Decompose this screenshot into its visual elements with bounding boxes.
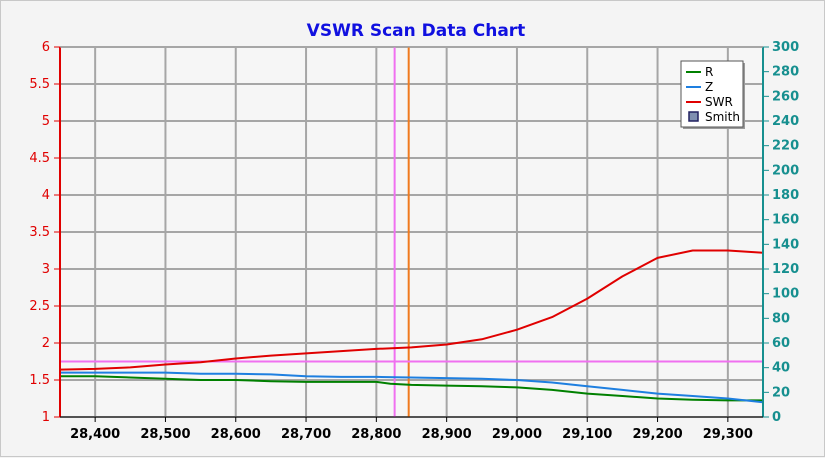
legend-label-z: Z bbox=[705, 80, 713, 94]
legend-label-smith: Smith bbox=[705, 110, 740, 124]
y-left-tick-label: 4.5 bbox=[29, 151, 50, 166]
series-line-swr bbox=[59, 249, 764, 371]
y-right-tick-label: 140 bbox=[772, 237, 799, 252]
x-tick-label: 28,500 bbox=[140, 427, 190, 442]
x-tick-label: 29,000 bbox=[492, 427, 542, 442]
y-right-tick-label: 20 bbox=[772, 385, 790, 400]
x-tick-label: 28,900 bbox=[422, 427, 472, 442]
y-right-tick-label: 40 bbox=[772, 361, 790, 376]
y-right-tick-label: 260 bbox=[772, 89, 799, 104]
series-line-r bbox=[60, 375, 763, 402]
y-left-tick-label: 3.5 bbox=[29, 225, 50, 240]
series-line-z bbox=[60, 371, 764, 404]
y-left-tick-label: 5 bbox=[42, 114, 50, 129]
y-right-tick-label: 0 bbox=[772, 410, 781, 425]
y-right-tick-label: 100 bbox=[772, 287, 799, 302]
y-right-tick-label: 120 bbox=[772, 262, 799, 277]
y-right-tick-label: 240 bbox=[772, 114, 799, 129]
y-right-tick-label: 220 bbox=[772, 139, 799, 154]
x-tick-label: 28,400 bbox=[70, 427, 120, 442]
x-tick-label: 29,100 bbox=[562, 427, 612, 442]
x-tick-label: 28,600 bbox=[211, 427, 261, 442]
legend-label-swr: SWR bbox=[705, 95, 733, 109]
x-tick-label: 28,700 bbox=[281, 427, 331, 442]
legend-marker-smith bbox=[688, 111, 699, 122]
y-right-tick-label: 180 bbox=[772, 188, 799, 203]
y-right-tick-label: 200 bbox=[772, 163, 799, 178]
y-left-tick-label: 1 bbox=[42, 410, 50, 425]
y-left-tick-label: 3 bbox=[42, 262, 50, 277]
x-tick-label: 29,300 bbox=[703, 427, 753, 442]
y-left-tick-label: 2.5 bbox=[29, 299, 50, 314]
y-left-tick-label: 5.5 bbox=[29, 77, 50, 92]
chart-title: VSWR Scan Data Chart bbox=[307, 21, 526, 41]
y-right-tick-label: 60 bbox=[772, 336, 790, 351]
y-left-tick-label: 1.5 bbox=[29, 373, 50, 388]
legend-label-r: R bbox=[705, 65, 713, 79]
y-left-tick-label: 2 bbox=[42, 336, 50, 351]
y-left-tick-label: 6 bbox=[42, 40, 50, 55]
y-right-tick-label: 280 bbox=[772, 65, 799, 80]
y-left-tick-label: 4 bbox=[42, 188, 50, 203]
y-right-tick-label: 300 bbox=[772, 40, 799, 55]
x-tick-label: 28,800 bbox=[351, 427, 401, 442]
y-right-tick-label: 160 bbox=[772, 213, 799, 228]
y-right-tick-label: 80 bbox=[772, 311, 790, 326]
x-tick-label: 29,200 bbox=[632, 427, 682, 442]
